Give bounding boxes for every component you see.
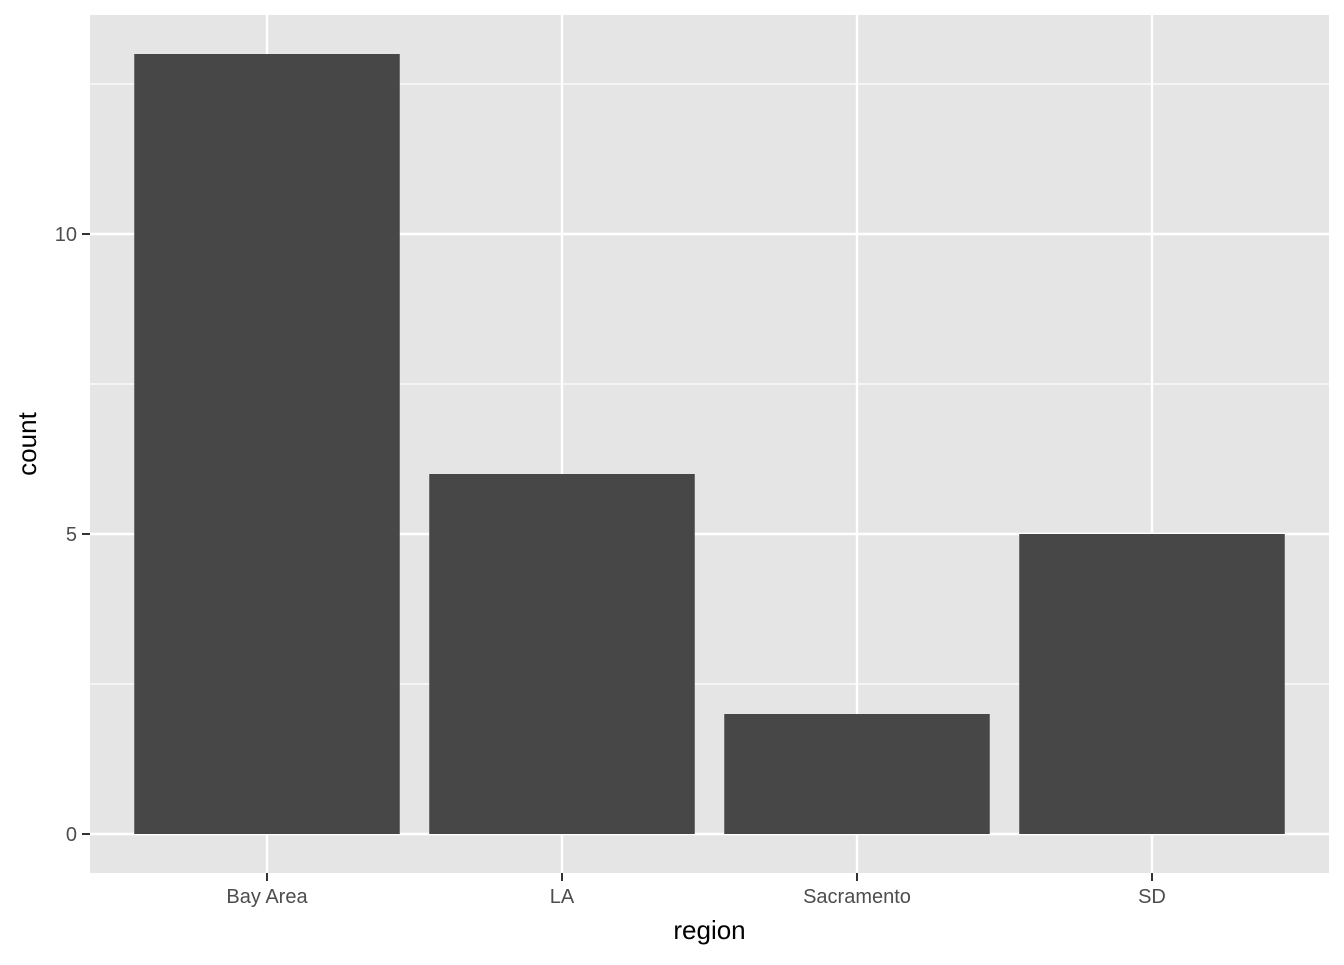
bar-bay-area: [134, 54, 400, 834]
bar-la: [429, 474, 695, 834]
bar-sd: [1019, 534, 1285, 834]
x-tick-label: Bay Area: [226, 886, 308, 908]
y-axis-title: count: [12, 411, 42, 475]
x-tick-label: LA: [550, 886, 575, 908]
y-tick-label: 0: [66, 824, 77, 846]
x-tick-label: Sacramento: [803, 886, 911, 908]
x-tick-label: SD: [1138, 886, 1166, 908]
bar-sacramento: [724, 714, 990, 834]
y-tick-label: 10: [55, 224, 77, 246]
bars: [134, 54, 1285, 834]
x-axis-title: region: [673, 915, 745, 945]
x-axis: Bay Area LA Sacramento SD: [226, 873, 1166, 908]
y-axis: 0 5 10: [55, 224, 90, 846]
y-tick-label: 5: [66, 524, 77, 546]
